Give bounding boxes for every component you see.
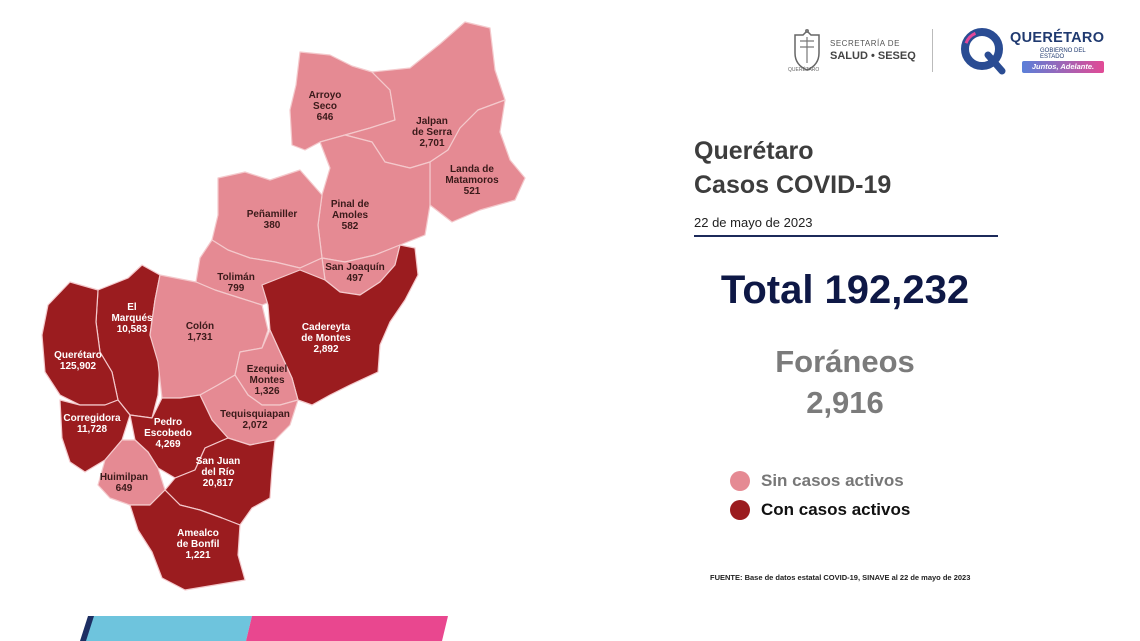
municipality-name: Colón bbox=[186, 321, 214, 332]
legend-label-inactive: Sin casos activos bbox=[761, 471, 904, 490]
municipality-name: Matamoros bbox=[445, 175, 499, 186]
municipality-value: 1,221 bbox=[185, 550, 210, 561]
legend-label-active: Con casos activos bbox=[761, 500, 911, 519]
municipality-name: San Joaquín bbox=[325, 262, 384, 273]
secretaria-salud-logo: SECRETARÍA DE SALUD • SESEQ QUERÉTARO bbox=[788, 27, 928, 75]
label-san-juan-del-rio: San Juan del Río 20,817 bbox=[196, 456, 240, 489]
total-cases: Total 192,232 bbox=[720, 268, 970, 312]
legend-dot-inactive bbox=[730, 471, 750, 491]
municipality-name: El bbox=[127, 302, 137, 313]
municipality-value: 649 bbox=[116, 483, 133, 494]
municipality-name: San Juan bbox=[196, 456, 240, 467]
municipality-value: 497 bbox=[347, 273, 364, 284]
label-landa-de-matamoros: Landa de Matamoros 521 bbox=[445, 164, 499, 197]
title-rule bbox=[694, 235, 998, 237]
foraneos-value: 2,916 bbox=[806, 385, 884, 420]
municipality-name: del Río bbox=[201, 467, 234, 478]
municipality-name: Amealco bbox=[177, 528, 219, 539]
municipality-value: 125,902 bbox=[60, 361, 97, 372]
legend-dot-active bbox=[730, 500, 750, 520]
municipality-name: Landa de bbox=[450, 164, 494, 175]
data-source-note: FUENTE: Base de datos estatal COVID-19, … bbox=[710, 573, 971, 582]
municipality-name: Amoles bbox=[332, 210, 369, 221]
municipality-value: 2,892 bbox=[313, 344, 338, 355]
label-el-marques: El Marqués 10,583 bbox=[111, 302, 153, 335]
label-penamiller: Peñamiller 380 bbox=[247, 209, 298, 231]
municipality-value: 11,728 bbox=[77, 424, 107, 435]
municipality-name: Ezequiel bbox=[247, 364, 288, 375]
municipality-name: de Bonfil bbox=[177, 539, 220, 550]
bottom-decorative-bar bbox=[80, 616, 448, 641]
label-ezequiel-montes: Ezequiel Montes 1,326 bbox=[247, 364, 288, 397]
municipality-value: 646 bbox=[317, 112, 334, 123]
qro-wordmark: QUERÉTARO bbox=[1010, 30, 1105, 46]
municipality-name: Querétaro bbox=[54, 350, 102, 361]
municipality-name: Jalpan bbox=[416, 116, 448, 127]
municipality-name: Huimilpan bbox=[100, 472, 148, 483]
municipality-value: 521 bbox=[464, 186, 481, 197]
page-title-line1: Querétaro bbox=[694, 137, 814, 165]
municipality-name: de Serra bbox=[412, 127, 452, 138]
municipality-name: Seco bbox=[313, 101, 337, 112]
municipality-name: Corregidora bbox=[63, 413, 121, 424]
municipality-name: Peñamiller bbox=[247, 209, 298, 220]
municipality-value: 2,701 bbox=[419, 138, 444, 149]
municipality-name: Tolimán bbox=[217, 272, 255, 283]
municipality-value: 20,817 bbox=[203, 478, 234, 489]
label-huimilpan: Huimilpan 649 bbox=[100, 472, 148, 494]
municipality-name: Pedro bbox=[154, 417, 182, 428]
secretaria-sub: QUERÉTARO bbox=[788, 67, 820, 73]
municipality-name: Escobedo bbox=[144, 428, 192, 439]
coat-of-arms-icon bbox=[794, 29, 820, 71]
label-arroyo-seco: Arroyo Seco 646 bbox=[309, 90, 342, 123]
municipality-name: Arroyo bbox=[309, 90, 342, 101]
municipality-name: Montes bbox=[250, 375, 285, 386]
queretaro-q-icon bbox=[961, 28, 1006, 75]
label-queretaro: Querétaro 125,902 bbox=[54, 350, 102, 372]
municipality-value: 380 bbox=[264, 220, 281, 231]
secretaria-line2: SALUD • SESEQ bbox=[830, 50, 916, 62]
label-colon: Colón 1,731 bbox=[186, 321, 214, 343]
label-pinal-de-amoles: Pinal de Amoles 582 bbox=[331, 199, 370, 232]
municipality-name: Marqués bbox=[111, 313, 153, 324]
label-pedro-escobedo: Pedro Escobedo 4,269 bbox=[144, 417, 192, 450]
queretaro-map: Arroyo Seco 646 Jalpan de Serra 2,701 Landa … bbox=[41, 21, 526, 591]
label-san-joaquin: San Joaquín 497 bbox=[325, 262, 384, 284]
qro-tagline: Juntos, Adelante. bbox=[1022, 61, 1104, 73]
region-amealco-de-bonfil[interactable] bbox=[129, 489, 246, 591]
municipality-value: 1,731 bbox=[187, 332, 212, 343]
label-tequisquiapan: Tequisquiapan 2,072 bbox=[220, 409, 290, 431]
label-cadereyta-de-montes: Cadereyta de Montes 2,892 bbox=[301, 322, 351, 355]
municipality-value: 10,583 bbox=[117, 324, 148, 335]
municipality-value: 1,326 bbox=[254, 386, 279, 397]
page-title-line2: Casos COVID-19 bbox=[694, 171, 892, 199]
municipality-value: 799 bbox=[228, 283, 245, 294]
municipality-name: de Montes bbox=[301, 333, 351, 344]
municipality-name: Tequisquiapan bbox=[220, 409, 290, 420]
label-toliman: Tolimán 799 bbox=[217, 272, 255, 294]
foraneos-label: Foráneos bbox=[775, 344, 915, 379]
label-jalpan-de-serra: Jalpan de Serra 2,701 bbox=[412, 116, 452, 149]
logo-divider bbox=[932, 29, 933, 72]
legend-item-active: Con casos activos bbox=[730, 500, 910, 520]
queretaro-government-logo: QUERÉTARO GOBIERNO DEL ESTADO Juntos, Ad… bbox=[960, 27, 1110, 77]
municipality-name: Cadereyta bbox=[302, 322, 351, 333]
report-date: 22 de mayo de 2023 bbox=[694, 215, 813, 230]
secretaria-line1: SECRETARÍA DE bbox=[830, 39, 900, 48]
municipality-value: 2,072 bbox=[242, 420, 267, 431]
label-amealco-de-bonfil: Amealco de Bonfil 1,221 bbox=[177, 528, 220, 561]
label-corregidora: Corregidora 11,728 bbox=[63, 413, 121, 435]
qro-subtitle: GOBIERNO DEL ESTADO bbox=[1040, 48, 1086, 60]
municipality-name: Pinal de bbox=[331, 199, 370, 210]
municipality-value: 582 bbox=[342, 221, 359, 232]
region-landa-de-matamoros[interactable] bbox=[429, 99, 526, 223]
municipality-value: 4,269 bbox=[155, 439, 180, 450]
legend-item-inactive: Sin casos activos bbox=[730, 471, 904, 491]
